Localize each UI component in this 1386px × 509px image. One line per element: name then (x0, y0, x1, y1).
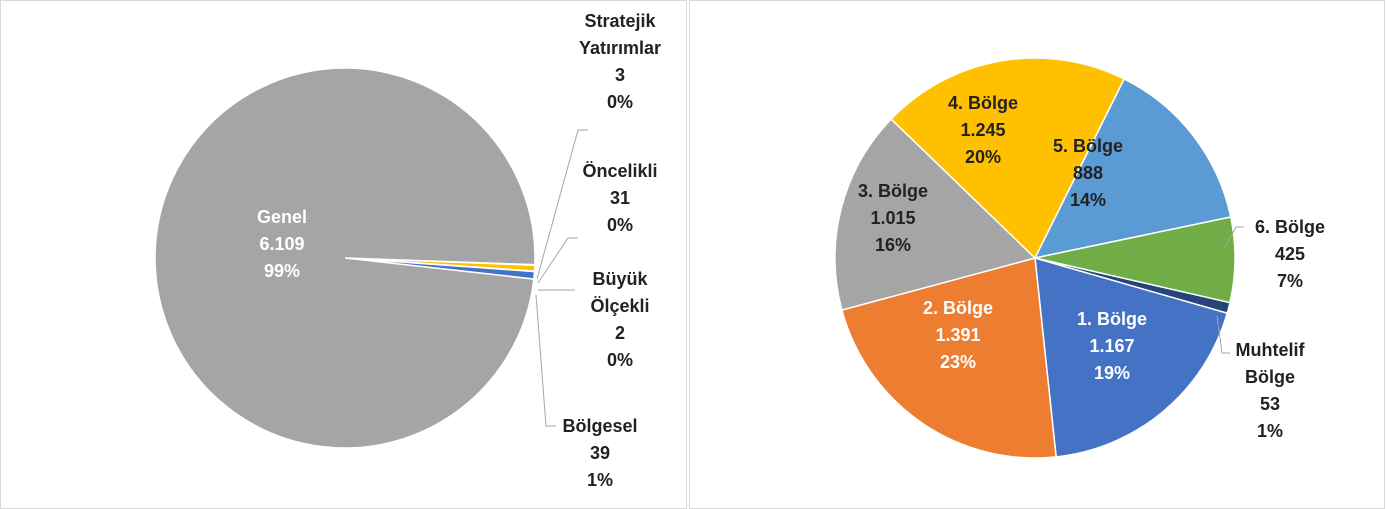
pie-slice (840, 257, 1057, 459)
pie-slice (154, 67, 536, 449)
category-label: Büyük Ölçekli (590, 269, 650, 316)
percent-label: 7% (1276, 271, 1303, 291)
percent-label: 0% (606, 350, 633, 370)
value-label: 1.167 (1089, 336, 1135, 356)
percent-label: 23% (939, 352, 977, 372)
slice-label: Bölgesel 39 1% (540, 413, 660, 494)
slice-label: Muhtelif Bölge 53 1% (1220, 337, 1320, 445)
percent-label: 14% (1069, 190, 1107, 210)
value-label: 2 (614, 323, 625, 343)
value-label: 6.109 (259, 234, 305, 254)
slice-label: 4. Bölge 1.245 20% (923, 90, 1043, 171)
percent-label: 99% (263, 261, 301, 281)
slice-label: Genel 6.109 99% (222, 204, 342, 285)
value-label: 3 (614, 65, 625, 85)
value-label: 1.245 (960, 120, 1006, 140)
category-label: 1. Bölge (1076, 309, 1147, 329)
category-label: Öncelikli (582, 161, 658, 181)
leader-line (1216, 315, 1230, 354)
value-label: 31 (609, 188, 631, 208)
pie-slice (1034, 256, 1229, 458)
slice-label: 1. Bölge 1.167 19% (1052, 306, 1172, 387)
leader-line (535, 294, 556, 427)
slice-label: 2. Bölge 1.391 23% (898, 295, 1018, 376)
category-label: 2. Bölge (922, 298, 993, 318)
value-label: 1.391 (935, 325, 981, 345)
percent-label: 1% (1256, 421, 1283, 441)
category-label: 6. Bölge (1254, 217, 1325, 237)
slice-label: 6. Bölge 425 7% (1235, 214, 1345, 295)
percent-label: 16% (874, 235, 912, 255)
value-label: 888 (1072, 163, 1104, 183)
leader-line (537, 237, 578, 284)
category-label: 3. Bölge (857, 181, 928, 201)
category-label: Bölgesel (562, 416, 638, 436)
percent-label: 0% (606, 215, 633, 235)
percent-label: 20% (964, 147, 1002, 167)
category-label: Muhtelif Bölge (1235, 340, 1305, 387)
leader-line (536, 129, 588, 280)
value-label: 53 (1259, 394, 1281, 414)
category-label: 5. Bölge (1052, 136, 1123, 156)
pie-slice (1034, 257, 1231, 315)
percent-label: 19% (1093, 363, 1131, 383)
slice-label: Öncelikli 31 0% (560, 158, 680, 239)
pie-slice (834, 118, 1037, 311)
pie-slice (890, 57, 1126, 260)
category-label: Genel (256, 207, 308, 227)
slice-label: Stratejik Yatırımlar 3 0% (560, 8, 680, 116)
value-label: 1.015 (870, 208, 916, 228)
slice-label: Büyük Ölçekli 2 0% (575, 266, 665, 374)
percent-label: 0% (606, 92, 633, 112)
category-label: 4. Bölge (947, 93, 1018, 113)
leader-line (1224, 226, 1244, 248)
slice-label: 3. Bölge 1.015 16% (833, 178, 953, 259)
percent-label: 1% (586, 470, 613, 490)
slice-label: 5. Bölge 888 14% (1028, 133, 1148, 214)
value-label: 39 (589, 443, 611, 463)
value-label: 425 (1274, 244, 1306, 264)
pie-slice (1033, 77, 1232, 260)
category-label: Stratejik Yatırımlar (578, 11, 662, 58)
